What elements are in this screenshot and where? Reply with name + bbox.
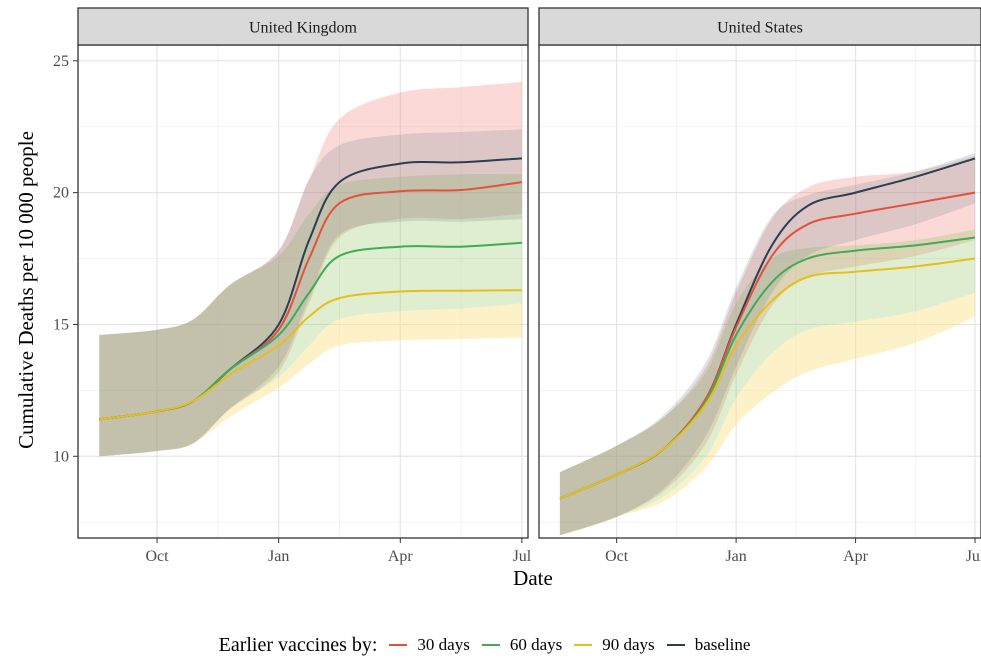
- x-tick-label: Oct: [145, 548, 169, 565]
- strip-label: United Kingdom: [249, 20, 358, 37]
- legend-key-90-days: [574, 644, 593, 646]
- y-tick-label: 15: [53, 316, 69, 333]
- x-axis-title: Date: [513, 566, 553, 590]
- line-90-days: [559, 257, 976, 500]
- panel-united-kingdom: United Kingdom: [77, 7, 529, 539]
- band-60-days: [559, 229, 975, 536]
- chart-canvas: United Kingdom United States 10 15 20 25 Oct…: [14, 7, 981, 590]
- band-90-days: [559, 292, 975, 536]
- legend-key-baseline: [666, 644, 685, 646]
- band-baseline: [559, 153, 975, 536]
- strip: [538, 7, 981, 46]
- band-30-days: [559, 155, 975, 536]
- legend-item-30-days: 30 days: [389, 635, 470, 655]
- strip: [77, 7, 529, 46]
- band-30-days: [99, 81, 522, 457]
- band-90-days: [99, 303, 522, 457]
- legend: Earlier vaccines by: 30 days 60 days 90 …: [0, 632, 981, 658]
- legend-label-60-days: 60 days: [509, 635, 563, 654]
- legend-key-30-days: [389, 644, 408, 646]
- legend-item-baseline: baseline: [666, 635, 751, 655]
- y-tick-label: 10: [53, 448, 69, 465]
- legend-item-60-days: 60 days: [481, 635, 563, 655]
- legend-label-30-days: 30 days: [417, 635, 470, 654]
- legend-title: Earlier vaccines by:: [218, 633, 378, 656]
- line-90-days: [99, 289, 522, 421]
- legend-item-90-days: 90 days: [574, 635, 655, 655]
- legend-key-60-days: [481, 644, 500, 646]
- x-tick-label: Jan: [725, 548, 746, 565]
- x-tick-label: Jul: [513, 548, 532, 565]
- y-tick-label: 20: [53, 185, 69, 202]
- band-baseline: [99, 129, 522, 457]
- panel-united-states: United States: [538, 7, 981, 539]
- y-axis-title: Cumulative Deaths per 10 000 people: [14, 131, 38, 449]
- legend-label-baseline: baseline: [694, 635, 751, 654]
- x-tick-label: Apr: [388, 548, 414, 565]
- y-tick-label: 25: [53, 53, 69, 70]
- x-tick-label: Jul: [966, 548, 981, 565]
- x-tick-label: Oct: [605, 548, 629, 565]
- x-tick-label: Apr: [843, 548, 869, 565]
- strip-label: United States: [717, 20, 803, 37]
- legend-label-90-days: 90 days: [602, 635, 655, 654]
- x-tick-label: Jan: [268, 548, 289, 565]
